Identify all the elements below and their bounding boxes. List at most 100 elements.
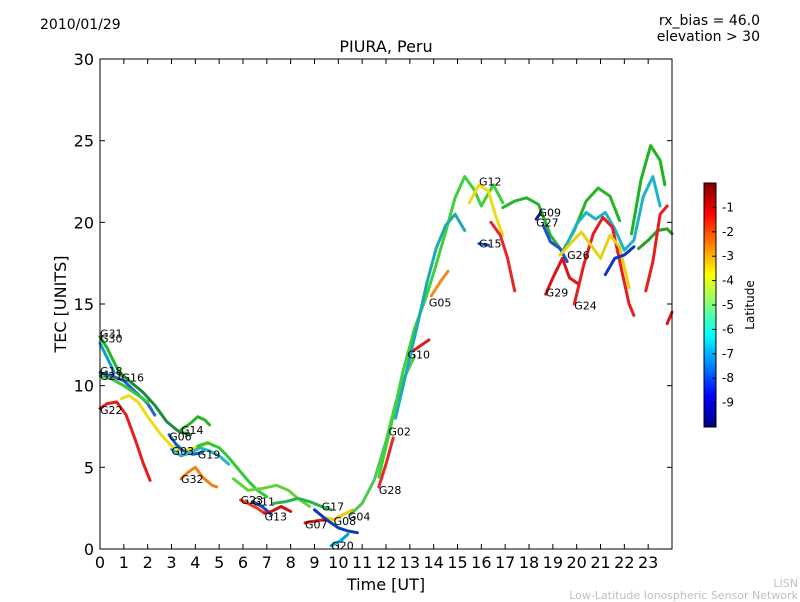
series-g12-trace: [467, 183, 505, 237]
date-label: 2010/01/29: [40, 17, 121, 33]
y-axis-ticks: 0 5 10 15 20 25 30: [74, 50, 672, 559]
series-g05-trace: [377, 175, 505, 479]
colorbar-tick-label: -8: [722, 371, 734, 385]
rx-bias-label: rx_bias = 46.0: [658, 13, 760, 29]
y-axis-label: TEC [UNITS]: [51, 256, 70, 354]
series-g30-trace: [98, 341, 116, 375]
series-g09-label: G09: [539, 207, 562, 220]
series-g22-label: G22: [100, 404, 123, 417]
series-red-drop-trace: [489, 220, 517, 293]
x-tick-label: 7: [262, 553, 272, 572]
x-tick-label: 4: [190, 553, 200, 572]
series-g23-label: G23: [241, 494, 264, 507]
series-g16-trace: [120, 372, 193, 437]
series-g15-trace: [477, 242, 490, 247]
series-g02-label: G02: [388, 425, 411, 438]
series-g28-trace: [377, 436, 395, 489]
y-tick-label: 30: [74, 50, 94, 69]
series-g13-label: G13: [264, 510, 287, 523]
x-tick-label: 22: [614, 553, 634, 572]
x-tick-label: 15: [447, 553, 467, 572]
y-tick-label: 20: [74, 213, 94, 232]
series-g13-trace: [263, 505, 293, 515]
x-tick-label: 12: [376, 553, 396, 572]
series-g11-label: G11: [253, 496, 276, 509]
series-g14-label: G14: [181, 424, 204, 437]
series-g31-label: G31: [100, 327, 123, 340]
series-g04-label: G04: [348, 510, 371, 523]
series-g05-label: G05: [429, 296, 452, 309]
x-tick-label: 20: [566, 553, 586, 572]
series-g16-label: G16: [121, 372, 144, 385]
series-g18-label: G18: [100, 365, 123, 378]
x-tick-label: 23: [638, 553, 658, 572]
series-g24-label: G24: [574, 300, 597, 313]
series-teal-rise-trace: [394, 212, 467, 420]
series-g20-label: G20: [331, 540, 354, 553]
colorbar-tick-label: -5: [722, 298, 734, 312]
series-blue-dip-trace: [541, 224, 569, 263]
series-orange-rise-trace: [429, 269, 450, 298]
series-green-peak-trace: [630, 144, 667, 236]
colorbar-tick-label: -3: [722, 249, 734, 263]
series-g04-trace: [313, 508, 359, 535]
series-g07-label: G07: [305, 519, 328, 532]
series-g26-label: G26: [567, 249, 590, 262]
series-red-end-trace: [665, 310, 674, 326]
series-g17-trace: [272, 496, 333, 512]
series-g21-label: G21: [100, 370, 123, 383]
series-g17-label: G17: [322, 501, 345, 514]
x-tick-label: 14: [423, 553, 443, 572]
series-g32-label: G32: [181, 473, 204, 486]
y-tick-label: 15: [74, 295, 94, 314]
x-tick-label: 18: [519, 553, 539, 572]
x-tick-label: 11: [352, 553, 372, 572]
series-red-late-trace: [644, 204, 669, 293]
series-yellow-arc-trace: [120, 394, 212, 453]
x-tick-label: 6: [238, 553, 248, 572]
colorbar-tick-label: -9: [722, 396, 734, 410]
series-g19-label: G19: [198, 448, 221, 461]
colorbar-ticks: -1 -2 -3 -4 -5 -6 -7 -8 -9: [712, 200, 734, 410]
x-tick-label: 2: [143, 553, 153, 572]
series-g15-label: G15: [479, 238, 502, 251]
x-tick-label: 1: [119, 553, 129, 572]
series-g27-label: G27: [536, 216, 559, 229]
x-tick-label: 3: [166, 553, 176, 572]
series-g18-trace: [98, 371, 157, 417]
series-yellow-late-trace: [558, 230, 631, 290]
colorbar-tick-label: -7: [722, 347, 734, 361]
series-g23-trace: [239, 498, 266, 515]
series-g31-trace: [98, 335, 123, 378]
series-g10-label: G10: [407, 349, 430, 362]
series-g22-trace: [98, 400, 152, 482]
series-g32-trace: [179, 465, 219, 489]
chart-title: PIURA, Peru: [339, 37, 433, 56]
series-g24-trace: [572, 215, 636, 317]
colorbar-tick-label: -2: [722, 225, 734, 239]
series-g20-trace: [329, 532, 350, 548]
series-g28-label: G28: [379, 484, 402, 497]
series-blue-late-trace: [603, 245, 636, 277]
colorbar-tick-label: -4: [722, 274, 734, 288]
x-tick-label: 10: [328, 553, 348, 572]
elevation-label: elevation > 30: [656, 29, 760, 45]
y-tick-label: 10: [74, 377, 94, 396]
x-axis-ticks: 0 1 2 3 4 5 6 7 8 9 10 11 12 13 14 15 16 17 18 19 20 21 22 23: [95, 59, 658, 572]
y-tick-label: 0: [84, 540, 94, 559]
x-tick-label: 8: [286, 553, 296, 572]
series-g26-trace: [565, 175, 662, 252]
series-g08-trace: [324, 508, 355, 522]
series-g03-label: G03: [172, 445, 195, 458]
series-g12-label: G12: [479, 176, 502, 189]
series-g06-label: G06: [169, 430, 192, 443]
colorbar-tick-label: -6: [722, 322, 734, 336]
series-g29-trace: [544, 256, 581, 296]
series-g30-label: G30: [100, 332, 123, 345]
x-tick-label: 19: [543, 553, 563, 572]
series-g27-trace: [534, 211, 543, 221]
latitude-colorbar: -1 -2 -3 -4 -5 -6 -7 -8 -9 Latitude: [703, 182, 757, 428]
x-tick-label: 16: [471, 553, 491, 572]
y-tick-label: 25: [74, 132, 94, 151]
